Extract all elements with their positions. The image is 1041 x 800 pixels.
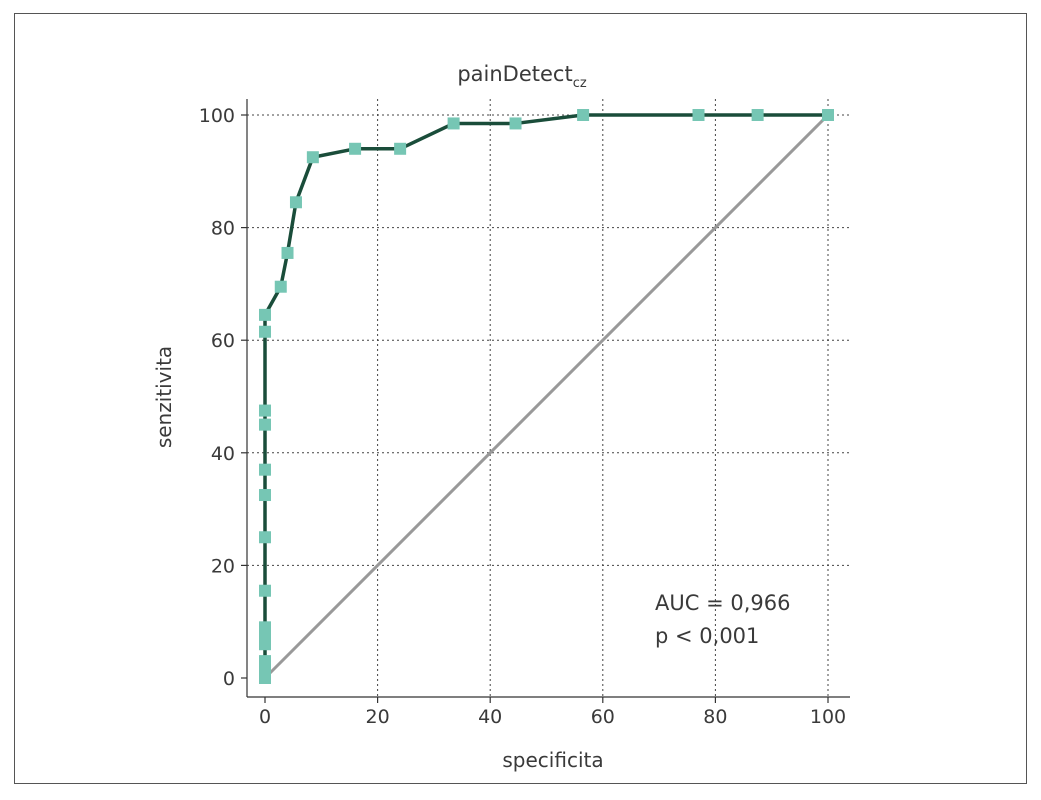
x-tick-label: 60 bbox=[591, 706, 615, 728]
y-tick-label: 20 bbox=[211, 555, 235, 577]
roc-point-marker bbox=[259, 325, 271, 338]
x-tick-label: 0 bbox=[259, 706, 271, 728]
roc-point-marker bbox=[274, 280, 287, 293]
y-tick-label: 0 bbox=[223, 668, 235, 690]
y-tick-label: 80 bbox=[211, 218, 235, 240]
roc-point-marker bbox=[259, 463, 271, 476]
roc-point-marker bbox=[822, 109, 834, 121]
roc-point-marker bbox=[259, 531, 271, 544]
roc-point-marker bbox=[281, 246, 294, 259]
x-tick-label: 40 bbox=[478, 706, 502, 728]
roc-point-marker bbox=[259, 655, 271, 668]
roc-chart: 0 20 40 60 80 100 0 20 40 60 80 100 painDetectcz s… bbox=[152, 62, 850, 772]
grid bbox=[247, 99, 850, 697]
roc-point-marker bbox=[751, 109, 764, 121]
roc-point-marker bbox=[259, 404, 271, 417]
y-tick-label: 60 bbox=[211, 330, 235, 352]
series bbox=[259, 109, 834, 684]
figure-frame: 0 20 40 60 80 100 0 20 40 60 80 100 painDetectcz s… bbox=[14, 13, 1027, 784]
chart-title: painDetectcz bbox=[457, 62, 587, 91]
roc-point-marker bbox=[306, 151, 319, 164]
roc-point-marker bbox=[259, 418, 271, 431]
roc-point-marker bbox=[259, 584, 271, 597]
y-axis-label: senzitivita bbox=[152, 346, 176, 448]
roc-point-marker bbox=[349, 142, 362, 155]
x-tick-labels: 0 20 40 60 80 100 bbox=[259, 706, 846, 728]
roc-point-marker bbox=[259, 489, 271, 502]
x-tick-label: 20 bbox=[366, 706, 390, 728]
roc-point-marker bbox=[394, 142, 407, 155]
roc-point-marker bbox=[577, 109, 590, 121]
x-tick-label: 80 bbox=[703, 706, 727, 728]
roc-point-marker bbox=[289, 196, 302, 209]
roc-point-marker bbox=[447, 117, 460, 130]
auc-annotation: AUC = 0,966 bbox=[655, 591, 790, 615]
p-value-annotation: p < 0,001 bbox=[655, 624, 759, 648]
y-tick-labels: 0 20 40 60 80 100 bbox=[199, 105, 235, 690]
y-tick-label: 40 bbox=[211, 443, 235, 465]
roc-point-marker bbox=[259, 621, 271, 634]
x-axis-label: specificita bbox=[502, 748, 603, 772]
roc-point-marker bbox=[509, 117, 522, 130]
reference-diagonal-line bbox=[263, 113, 830, 680]
x-tick-label: 100 bbox=[810, 706, 846, 728]
roc-point-marker bbox=[692, 109, 705, 121]
y-tick-label: 100 bbox=[199, 105, 235, 127]
roc-point-marker bbox=[259, 308, 271, 321]
axes bbox=[241, 99, 850, 703]
